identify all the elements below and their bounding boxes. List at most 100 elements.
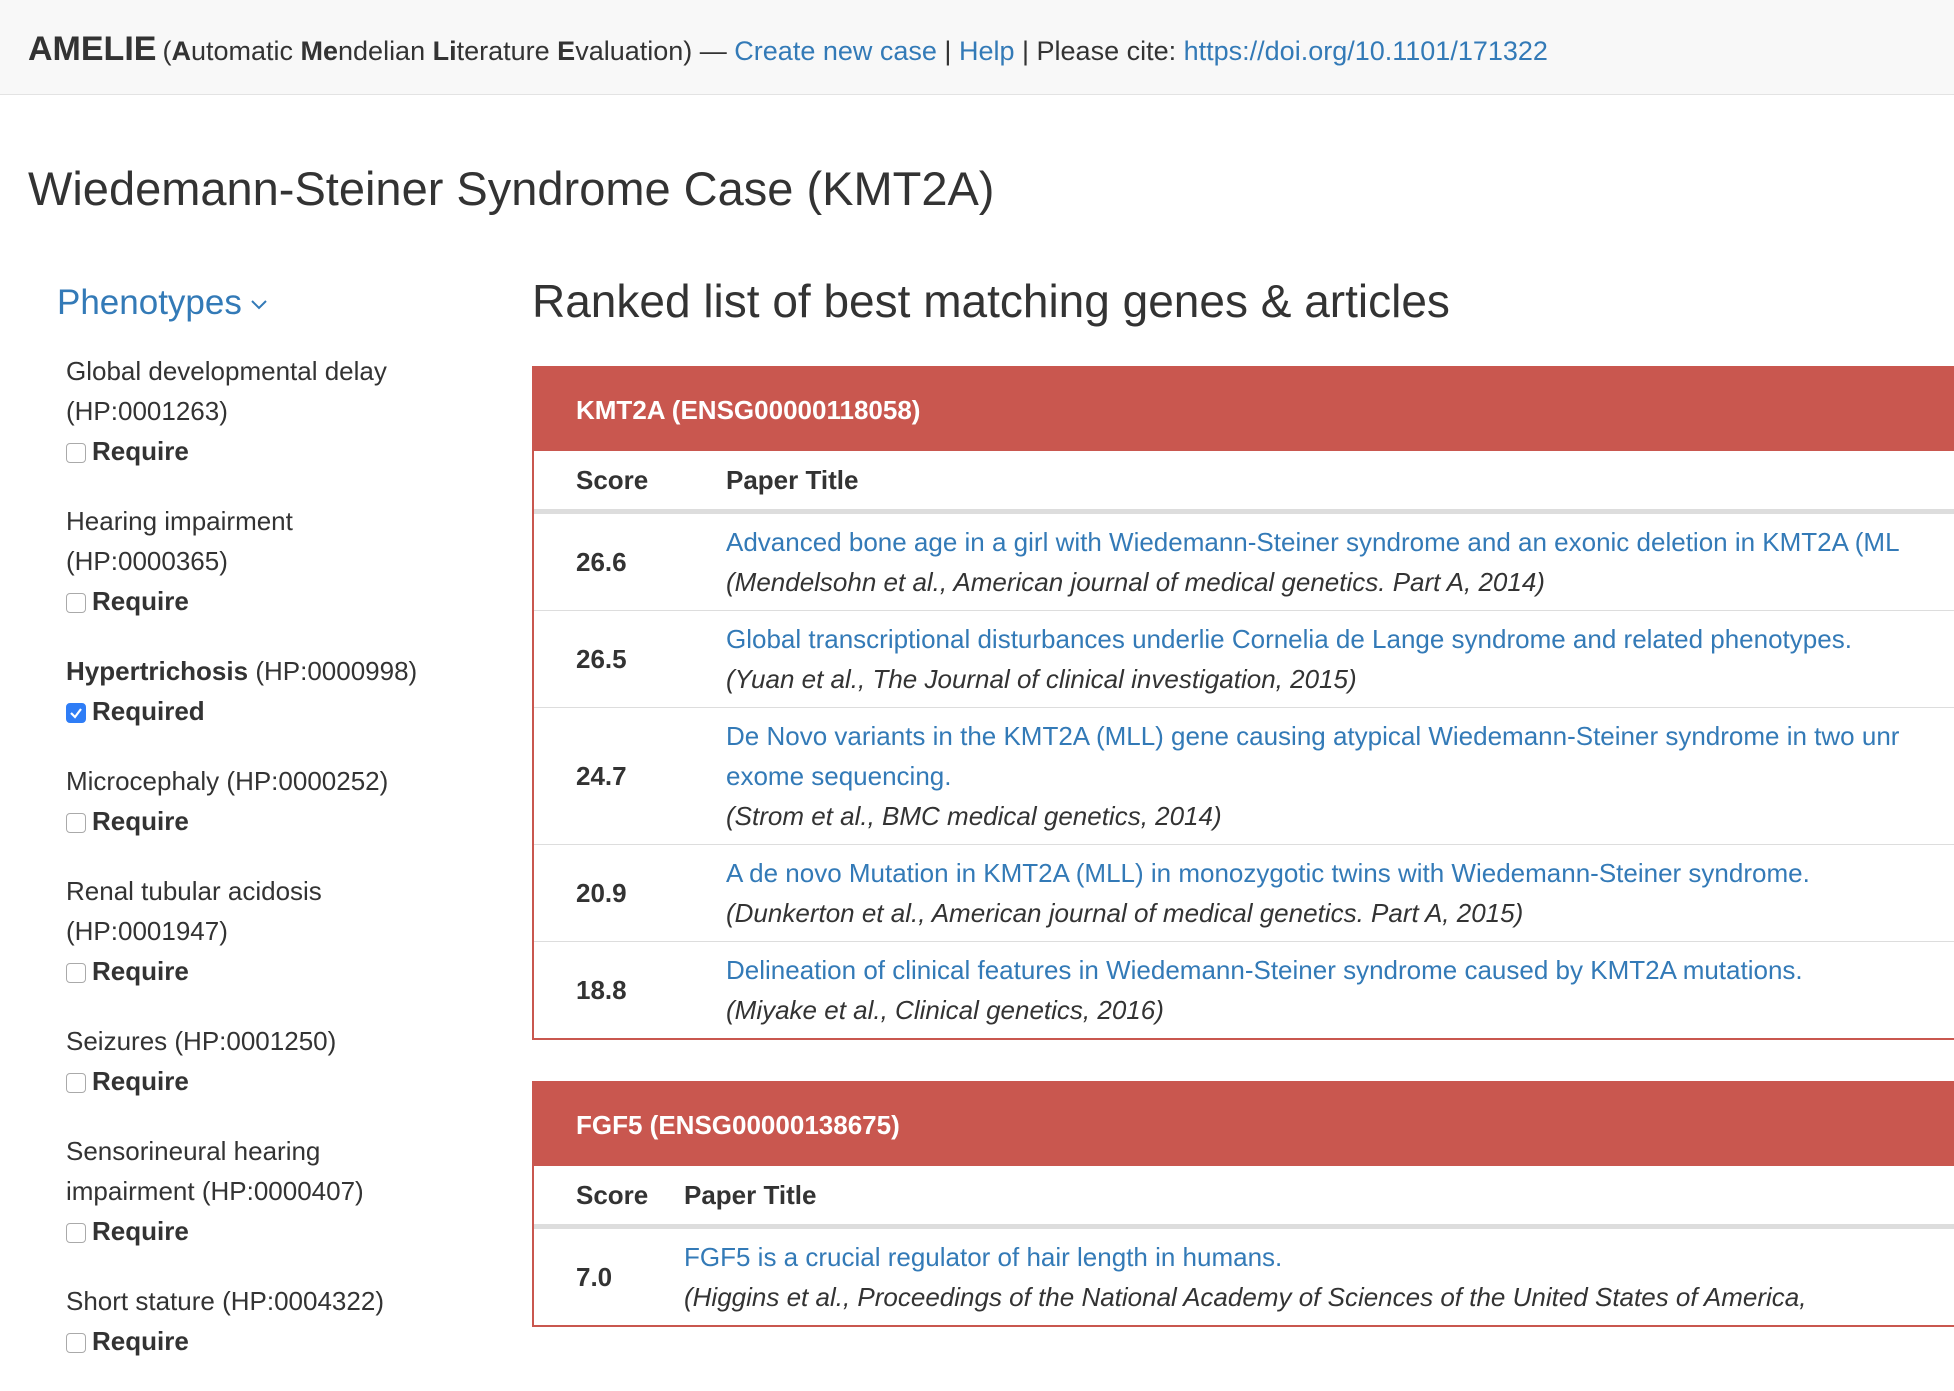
column-header: Paper Title bbox=[726, 451, 1954, 514]
paper-row: 18.8 Delineation of clinical features in … bbox=[534, 941, 1954, 1038]
navbar: AMELIE (Automatic Mendelian Literature Ev… bbox=[0, 0, 1954, 95]
phenotype-name: Seizures bbox=[66, 1026, 168, 1056]
divider: | bbox=[944, 36, 952, 66]
checkbox[interactable] bbox=[66, 1073, 86, 1093]
cite-label: Please cite: bbox=[1036, 36, 1177, 66]
phenotype-id: (HP:0000998) bbox=[255, 656, 418, 686]
full-name-part: valuation) bbox=[575, 36, 693, 66]
checkbox-label: Require bbox=[92, 1066, 189, 1096]
paper-title[interactable]: Delineation of clinical features in Wied… bbox=[726, 955, 1803, 985]
full-name-part: ndelian bbox=[338, 36, 433, 66]
citation: (Miyake et al., Clinical genetics, 2016) bbox=[726, 995, 1164, 1025]
phenotype-id: (HP:0000407) bbox=[201, 1176, 364, 1206]
require-row: Require bbox=[66, 1061, 446, 1101]
checkbox[interactable] bbox=[66, 1223, 86, 1243]
score: 20.9 bbox=[534, 844, 726, 942]
citation: (Dunkerton et al., American journal of m… bbox=[726, 898, 1524, 928]
checkbox-label: Require bbox=[92, 956, 189, 986]
phenotypes-heading: Phenotypes bbox=[57, 283, 242, 322]
full-name-part: utomatic bbox=[190, 36, 301, 66]
paper-row: 26.5 Global transcriptional disturbances … bbox=[534, 610, 1954, 708]
chevron-icon bbox=[251, 300, 267, 310]
column-header: Paper Title bbox=[684, 1166, 1954, 1229]
nav-link[interactable]: Help bbox=[958, 36, 1015, 66]
paper-row: 7.0 FGF5 is a crucial regulator of hair l… bbox=[534, 1227, 1954, 1326]
score: 26.5 bbox=[534, 610, 726, 708]
score: 24.7 bbox=[534, 707, 726, 845]
results-heading: Ranked list of best matching genes & art… bbox=[532, 275, 1450, 327]
phenotype-name: Sensorineural hearing impairment bbox=[66, 1136, 321, 1206]
paper-table: Score Paper Title 26.6 Advanced bone age in… bbox=[534, 451, 1954, 1038]
paper-title[interactable]: FGF5 is a crucial regulator of hair leng… bbox=[684, 1242, 1283, 1272]
citation: (Higgins et al., Proceedings of the Nati… bbox=[684, 1282, 1807, 1312]
require-row: Require bbox=[66, 951, 446, 991]
phenotype-item: Seizures (HP:0001250) Require bbox=[66, 1021, 446, 1101]
citation: (Mendelsohn et al., American journal of … bbox=[726, 567, 1545, 597]
checkbox[interactable] bbox=[66, 443, 86, 463]
paper-table: Score Paper Title 7.0 FGF5 is a crucial reg… bbox=[534, 1166, 1954, 1325]
checkbox[interactable] bbox=[66, 703, 86, 723]
column-header: Score bbox=[534, 451, 726, 514]
paper-row: 24.7 De Novo variants in the KMT2A (MLL) … bbox=[534, 707, 1954, 845]
phenotype-name: Hearing impairment bbox=[66, 506, 293, 536]
gene-panel: KMT2A (ENSG00000118058) Score Paper Title 2… bbox=[532, 366, 1954, 1040]
phenotype-item: Hearing impairment (HP:0000365) Require bbox=[66, 501, 446, 621]
full-name-part: ( bbox=[162, 36, 172, 66]
require-row: Required bbox=[66, 691, 446, 731]
citation: (Yuan et al., The Journal of clinical in… bbox=[726, 664, 1357, 694]
full-name-part: terature bbox=[456, 36, 558, 66]
paper-title[interactable]: exome sequencing. bbox=[726, 761, 952, 791]
score: 18.8 bbox=[534, 941, 726, 1038]
paper-title[interactable]: Global transcriptional disturbances unde… bbox=[726, 624, 1852, 654]
paper-cell: Advanced bone age in a girl with Wiedema… bbox=[726, 512, 1954, 611]
paper-cell: De Novo variants in the KMT2A (MLL) gene… bbox=[726, 707, 1954, 845]
score: 26.6 bbox=[576, 547, 627, 577]
gene-panel: FGF5 (ENSG00000138675) Score Paper Title 7.… bbox=[532, 1081, 1954, 1327]
citation: (Strom et al., BMC medical genetics, 201… bbox=[726, 801, 1222, 831]
require-row: Require bbox=[66, 1211, 446, 1251]
header-row: Score Paper Title bbox=[534, 451, 1954, 514]
checkbox-label: Require bbox=[92, 586, 189, 616]
nav-link[interactable]: Create new case bbox=[734, 36, 937, 66]
phenotype-name: Hypertrichosis bbox=[66, 656, 249, 686]
checkbox-label: Require bbox=[92, 1326, 189, 1356]
phenotype-id: (HP:0004322) bbox=[222, 1286, 384, 1316]
paper-cell: Delineation of clinical features in Wied… bbox=[726, 941, 1954, 1038]
brand[interactable]: AMELIE bbox=[28, 30, 157, 68]
phenotype-item: Hypertrichosis (HP:0000998) Required bbox=[66, 651, 446, 731]
results: Ranked list of best matching genes & art… bbox=[532, 272, 1954, 1368]
phenotype-item: Renal tubular acidosis (HP:0001947) Requi… bbox=[66, 871, 446, 991]
page: AMELIE (Automatic Mendelian Literature Ev… bbox=[0, 0, 1954, 1356]
require-row: Require bbox=[66, 431, 446, 471]
table-head: Score Paper Title bbox=[534, 451, 1954, 514]
checkbox[interactable] bbox=[66, 593, 86, 613]
divider: | bbox=[1022, 36, 1030, 66]
cite-url[interactable]: https://doi.org/10.1101/171322 bbox=[1183, 36, 1548, 66]
full-name-part: E bbox=[557, 36, 576, 66]
full-name-part: Li bbox=[432, 36, 457, 66]
table-head: Score Paper Title bbox=[534, 1166, 1954, 1229]
paper-title[interactable]: Advanced bone age in a girl with Wiedema… bbox=[726, 527, 1900, 557]
checkbox[interactable] bbox=[66, 963, 86, 983]
phenotype-id: (HP:0001263) bbox=[66, 396, 228, 426]
phenotype-name: Microcephaly bbox=[66, 766, 220, 796]
require-row: Require bbox=[66, 801, 446, 841]
checkbox[interactable] bbox=[66, 813, 86, 833]
full-name-part: A bbox=[171, 36, 191, 66]
checkbox[interactable] bbox=[66, 1333, 86, 1353]
require-row: Require bbox=[66, 581, 446, 621]
header-row: Score Paper Title bbox=[534, 1166, 1954, 1229]
phenotype-list: Global developmental delay (HP:0001263) R… bbox=[57, 351, 446, 1361]
phenotype-item: Microcephaly (HP:0000252) Require bbox=[66, 761, 446, 841]
phenotypes-toggle[interactable]: Phenotypes bbox=[57, 280, 477, 326]
phenotype-name: Global developmental delay bbox=[66, 356, 387, 386]
phenotype-item: Global developmental delay (HP:0001263) R… bbox=[66, 351, 446, 471]
phenotype-id: (HP:0001250) bbox=[174, 1026, 337, 1056]
paper-cell: A de novo Mutation in KMT2A (MLL) in mon… bbox=[726, 844, 1954, 942]
checkbox-label: Require bbox=[92, 806, 189, 836]
phenotype-name: Renal tubular acidosis bbox=[66, 876, 322, 906]
phenotype-id: (HP:0000365) bbox=[66, 546, 228, 576]
checkbox-label: Require bbox=[92, 436, 189, 466]
paper-title[interactable]: De Novo variants in the KMT2A (MLL) gene… bbox=[726, 721, 1900, 751]
paper-title[interactable]: A de novo Mutation in KMT2A (MLL) in mon… bbox=[726, 858, 1810, 888]
